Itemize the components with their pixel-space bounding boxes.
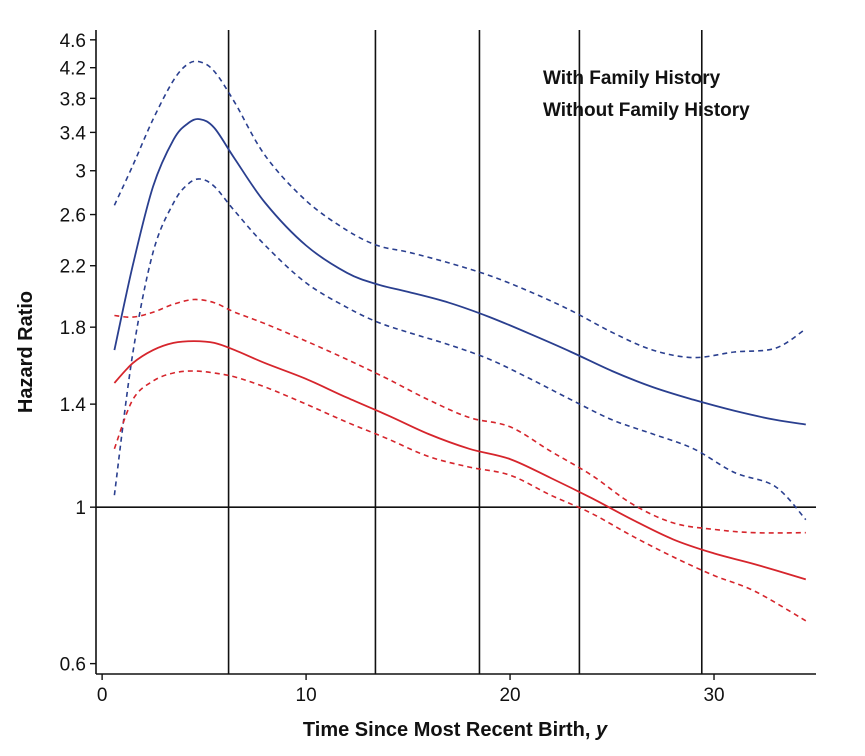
y-tick-label: 4.6 — [60, 31, 86, 52]
y-tick-label: 3 — [75, 162, 86, 183]
x-tick-label: 30 — [703, 685, 724, 706]
x-tick-label: 0 — [97, 685, 108, 706]
y-tick-label: 0.6 — [60, 655, 86, 676]
y-tick-label: 1.4 — [60, 395, 87, 416]
series-with-lower-ci-line — [113, 178, 807, 521]
x-axis-title-text: Time Since Most Recent Birth, — [303, 719, 596, 741]
series-without-lower-ci-line — [113, 370, 807, 622]
tick-labels: 0.6 1 1.4 1.8 2.2 2.6 3 3.4 3.8 4.2 4.6 0 10 20 30 — [60, 31, 725, 706]
legend: With Family History Without Family Histo… — [543, 68, 750, 121]
series-without-hazard-ratio-line — [113, 340, 807, 581]
y-tick-label: 4.2 — [60, 59, 86, 80]
legend-with-family-history: With Family History — [543, 68, 721, 89]
series-with-hazard-ratio-line — [113, 118, 806, 426]
x-tick-label: 10 — [296, 685, 317, 706]
series-with-family-history — [113, 60, 807, 521]
vertical-interval-lines — [227, 30, 703, 674]
y-tick-label: 3.4 — [60, 123, 87, 144]
y-tick-label: 2.6 — [60, 206, 86, 227]
x-axis-title: Time Since Most Recent Birth, y — [303, 719, 608, 741]
x-tick-label: 20 — [499, 685, 520, 706]
series-without-family-history — [113, 298, 807, 622]
y-tick-label: 2.2 — [60, 257, 86, 278]
series-lines — [113, 60, 807, 622]
series-without-upper-ci-line — [114, 298, 806, 534]
y-tick-label: 1 — [75, 498, 86, 519]
y-tick-label: 3.8 — [60, 89, 86, 110]
legend-without-family-history: Without Family History — [543, 100, 750, 121]
y-tick-label: 1.8 — [60, 318, 86, 339]
axes — [95, 30, 816, 675]
y-axis-title: Hazard Ratio — [15, 291, 37, 413]
series-with-upper-ci-line — [113, 60, 807, 359]
x-axis-title-unit: y — [595, 719, 608, 741]
